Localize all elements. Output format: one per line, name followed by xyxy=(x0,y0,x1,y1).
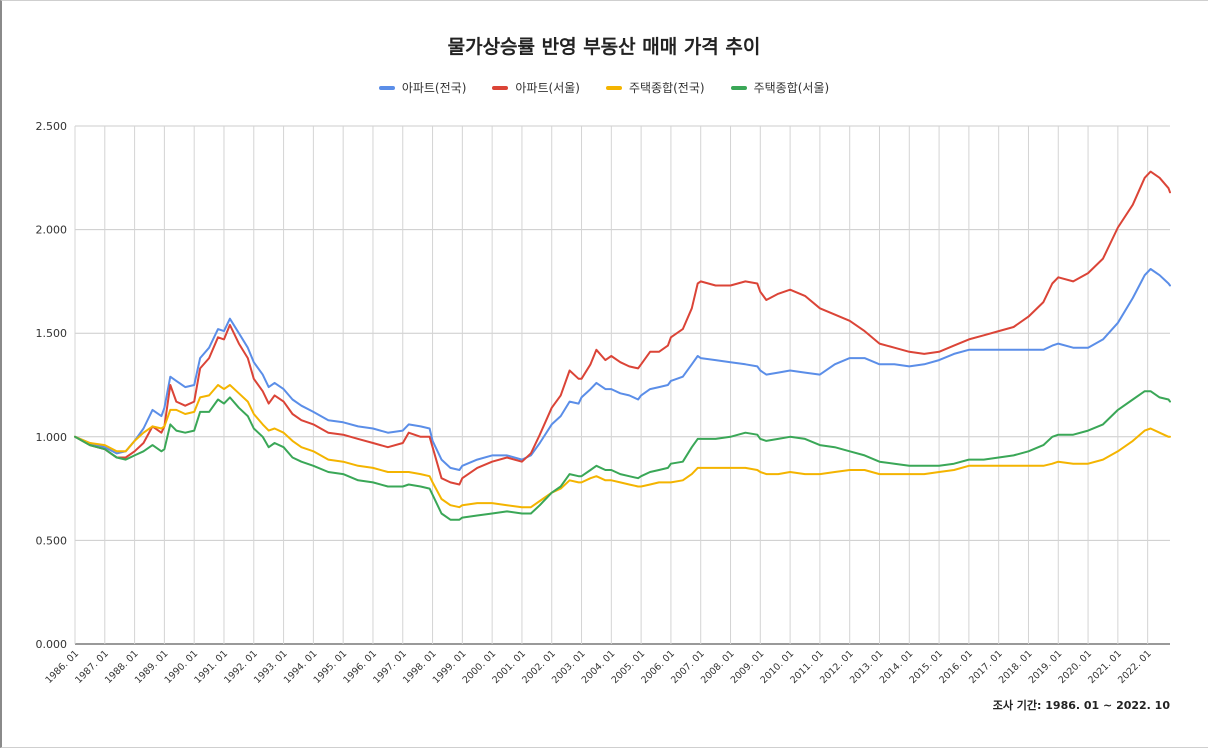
y-tick-label: 2.500 xyxy=(36,120,68,133)
series-lines xyxy=(74,170,1171,521)
y-tick-label: 0.000 xyxy=(36,638,68,651)
series-line-2[interactable] xyxy=(74,384,1171,509)
y-tick-label: 1.500 xyxy=(36,327,68,340)
y-tick-label: 1.000 xyxy=(36,431,68,444)
series-line-1[interactable] xyxy=(74,170,1171,486)
legend-label-housing-seoul: 주택종합(서울) xyxy=(753,81,830,95)
y-axis-ticks: 0.000 0.500 1.000 1.500 2.000 2.500 xyxy=(36,120,68,651)
legend-swatch-housing-national xyxy=(605,85,622,90)
legend-swatch-housing-seoul xyxy=(730,85,747,90)
legend-item-housing-seoul[interactable]: 주택종합(서울) xyxy=(730,79,830,96)
survey-period-note: 조사 기간: 1986. 01 ~ 2022. 10 xyxy=(992,699,1170,712)
legend-item-apt-national[interactable]: 아파트(전국) xyxy=(378,79,467,96)
y-tick-label: 2.000 xyxy=(36,224,68,237)
legend-swatch-apt-national xyxy=(378,85,395,90)
y-tick-label: 0.500 xyxy=(36,534,68,547)
legend: 아파트(전국) 아파트(서울) 주택종합(전국) 주택종합(서울) xyxy=(0,79,1208,96)
chart-title: 물가상승률 반영 부동산 매매 가격 추이 xyxy=(447,36,761,58)
legend-label-housing-national: 주택종합(전국) xyxy=(628,81,705,95)
series-line-0[interactable] xyxy=(74,268,1171,471)
grid xyxy=(74,125,1170,645)
legend-swatch-apt-seoul xyxy=(492,85,509,90)
legend-label-apt-seoul: 아파트(서울) xyxy=(515,81,580,95)
legend-label-apt-national: 아파트(전국) xyxy=(401,81,467,95)
legend-item-apt-seoul[interactable]: 아파트(서울) xyxy=(492,79,580,96)
series-line-3[interactable] xyxy=(74,390,1171,521)
legend-item-housing-national[interactable]: 주택종합(전국) xyxy=(605,79,705,96)
